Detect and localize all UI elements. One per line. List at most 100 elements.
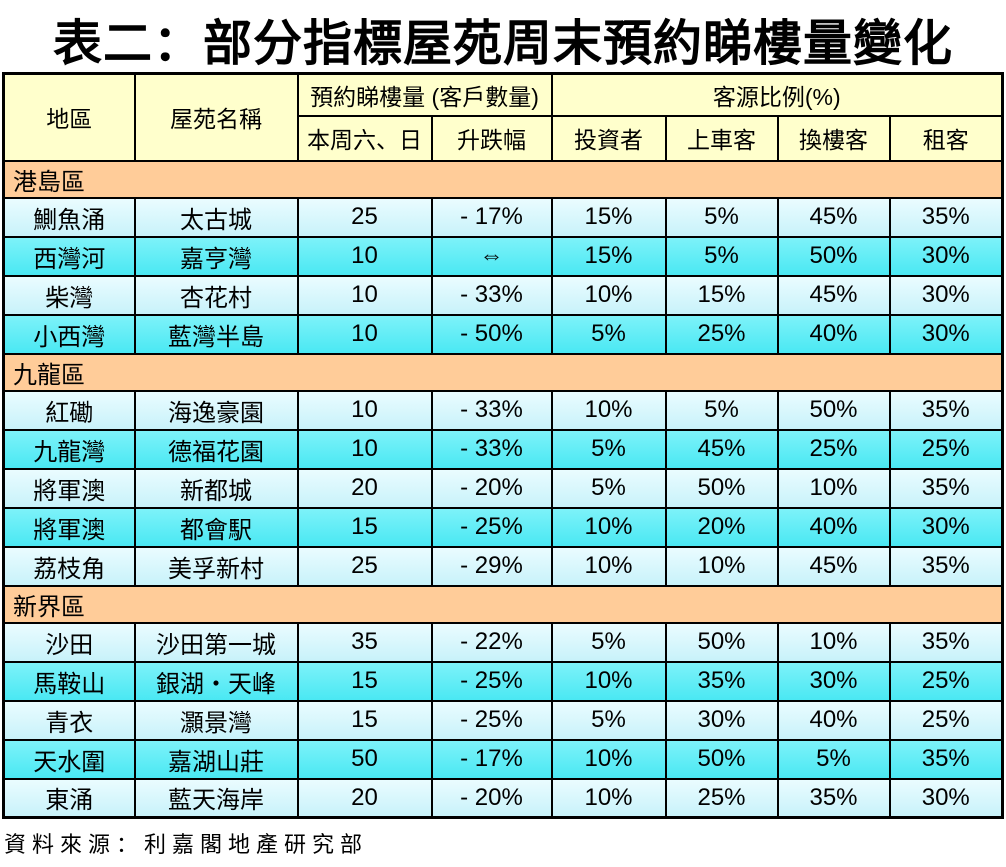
cell-change: - 25% [430, 506, 553, 548]
section-row: 九龍區 [2, 352, 1004, 392]
cell-district: 紅磡 [2, 389, 136, 431]
col-header-weekend: 本周六、日 [296, 114, 433, 162]
cell-investor: 15% [550, 196, 667, 238]
cell-estate: 太古城 [133, 196, 299, 238]
cell-district: 沙田 [2, 621, 136, 663]
data-row: 九龍灣 德福花園 10- 33% 5% 45% 25% 25% [2, 428, 1004, 470]
cell-upgrader: 25% [776, 428, 891, 470]
cell-first-time: 25% [664, 313, 779, 355]
cell-weekend: 25 [296, 196, 433, 238]
cell-first-time: 50% [664, 621, 779, 663]
cell-first-time: 50% [664, 467, 779, 509]
cell-change: - 25% [430, 660, 553, 702]
cell-tenant: 35% [888, 545, 1004, 587]
cell-tenant: 25% [888, 428, 1004, 470]
cell-upgrader: 35% [776, 777, 891, 819]
cell-tenant: 35% [888, 738, 1004, 780]
data-row: 東涌 藍天海岸 20- 20% 10% 25% 35% 30% [2, 777, 1004, 819]
cell-district: 柴灣 [2, 274, 136, 316]
cell-upgrader: 40% [776, 506, 891, 548]
cell-estate: 海逸豪園 [133, 389, 299, 431]
table-header: 地區 屋苑名稱 預約睇樓量 (客戶數量) 客源比例(%) 本周六、日 升跌幅 投… [2, 72, 1004, 162]
cell-investor: 5% [550, 621, 667, 663]
cell-estate: 美孚新村 [133, 545, 299, 587]
cell-estate: 灝景灣 [133, 699, 299, 741]
col-header-first-time: 上車客 [664, 114, 779, 162]
cell-estate: 沙田第一城 [133, 621, 299, 663]
cell-investor: 5% [550, 428, 667, 470]
cell-weekend: 10 [296, 389, 433, 431]
cell-upgrader: 30% [776, 660, 891, 702]
cell-change: - 17% [430, 738, 553, 780]
cell-weekend: 15 [296, 699, 433, 741]
cell-upgrader: 5% [776, 738, 891, 780]
estates-table: 地區 屋苑名稱 預約睇樓量 (客戶數量) 客源比例(%) 本周六、日 升跌幅 投… [2, 72, 1005, 819]
source-note: 資料來源：利嘉閣地產研究部 [4, 832, 369, 857]
col-header-upgrader: 換樓客 [776, 114, 891, 162]
cell-district: 東涌 [2, 777, 136, 819]
col-header-district: 地區 [2, 72, 136, 162]
cell-first-time: 25% [664, 777, 779, 819]
cell-weekend: 35 [296, 621, 433, 663]
cell-weekend: 10 [296, 274, 433, 316]
cell-weekend: 15 [296, 506, 433, 548]
cell-estate: 銀湖・天峰 [133, 660, 299, 702]
cell-weekend: 20 [296, 777, 433, 819]
cell-estate: 都會駅 [133, 506, 299, 548]
cell-district: 鰂魚涌 [2, 196, 136, 238]
cell-investor: 10% [550, 506, 667, 548]
cell-change: - 50% [430, 313, 553, 355]
data-row: 鰂魚涌 太古城 25- 17% 15% 5% 45% 35% [2, 196, 1004, 238]
cell-upgrader: 45% [776, 196, 891, 238]
col-header-tenant: 租客 [888, 114, 1004, 162]
cell-estate: 德福花園 [133, 428, 299, 470]
cell-tenant: 30% [888, 235, 1004, 277]
cell-tenant: 25% [888, 699, 1004, 741]
cell-weekend: 25 [296, 545, 433, 587]
cell-change: - 33% [430, 389, 553, 431]
cell-weekend: 10 [296, 428, 433, 470]
data-row: 紅磡 海逸豪園 10- 33% 10% 5% 50% 35% [2, 389, 1004, 431]
table-body: 港島區 鰂魚涌 太古城 25- 17% 15% 5% 45% 35% 西灣河 嘉亨灣 10 ⇔ 15% 5… [2, 159, 1004, 819]
data-row: 青衣 灝景灣 15- 25% 5% 30% 40% 25% [2, 699, 1004, 741]
cell-tenant: 30% [888, 777, 1004, 819]
data-row: 西灣河 嘉亨灣 10 ⇔ 15% 5% 50% 30% [2, 235, 1004, 277]
cell-first-time: 50% [664, 738, 779, 780]
cell-investor: 10% [550, 777, 667, 819]
section-label: 新界區 [2, 584, 1004, 624]
cell-investor: 15% [550, 235, 667, 277]
header-row-groups: 地區 屋苑名稱 預約睇樓量 (客戶數量) 客源比例(%) [2, 72, 1004, 162]
col-header-estate: 屋苑名稱 [133, 72, 299, 162]
cell-upgrader: 50% [776, 235, 891, 277]
cell-change: - 25% [430, 699, 553, 741]
cell-first-time: 35% [664, 660, 779, 702]
section-row: 港島區 [2, 159, 1004, 199]
cell-estate: 杏花村 [133, 274, 299, 316]
col-header-bookings-group: 預約睇樓量 (客戶數量) [296, 72, 553, 117]
cell-tenant: 35% [888, 621, 1004, 663]
cell-estate: 藍天海岸 [133, 777, 299, 819]
cell-district: 九龍灣 [2, 428, 136, 470]
data-row: 沙田 沙田第一城 35- 22% 5% 50% 10% 35% [2, 621, 1004, 663]
section-row: 新界區 [2, 584, 1004, 624]
cell-upgrader: 45% [776, 545, 891, 587]
page-title: 表二：部分指標屋苑周末預約睇樓量變化 [52, 17, 953, 71]
cell-weekend: 20 [296, 467, 433, 509]
cell-tenant: 25% [888, 660, 1004, 702]
col-header-investor: 投資者 [550, 114, 667, 162]
cell-weekend: 10 [296, 313, 433, 355]
cell-first-time: 5% [664, 389, 779, 431]
data-row: 天水圍 嘉湖山莊 50- 17% 10% 50% 5% 35% [2, 738, 1004, 780]
cell-district: 天水圍 [2, 738, 136, 780]
cell-district: 小西灣 [2, 313, 136, 355]
cell-investor: 10% [550, 660, 667, 702]
cell-change: - 20% [430, 467, 553, 509]
cell-district: 馬鞍山 [2, 660, 136, 702]
cell-district: 西灣河 [2, 235, 136, 277]
cell-weekend: 50 [296, 738, 433, 780]
cell-weekend: 15 [296, 660, 433, 702]
cell-estate: 嘉湖山莊 [133, 738, 299, 780]
col-header-change: 升跌幅 [430, 114, 553, 162]
cell-first-time: 20% [664, 506, 779, 548]
